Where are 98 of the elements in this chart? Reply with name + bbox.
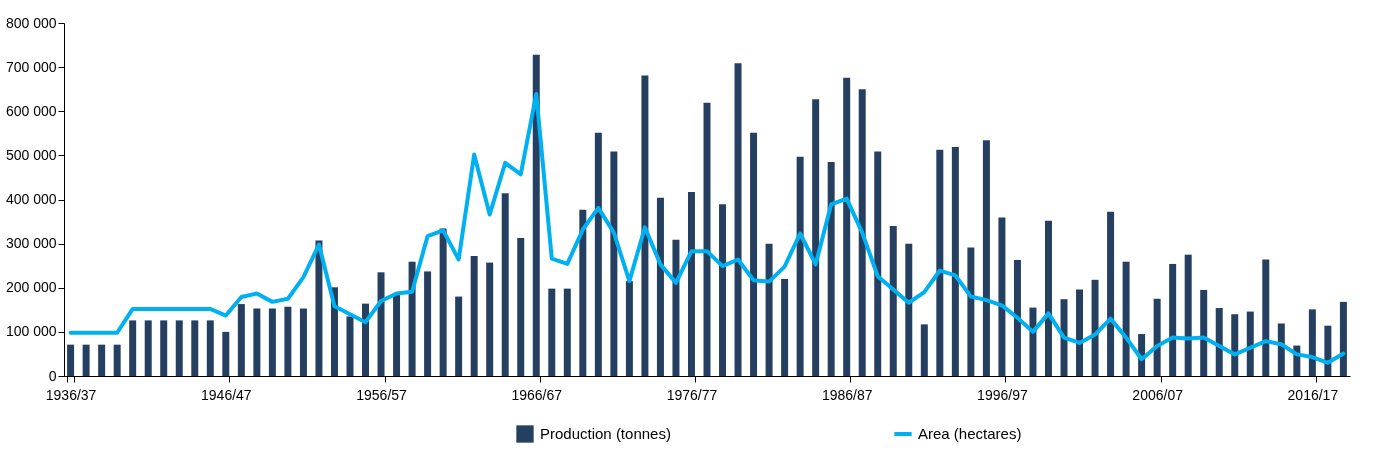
bar: [641, 75, 649, 376]
bar: [874, 151, 882, 376]
bar: [905, 243, 913, 376]
bar: [656, 197, 664, 376]
bar: [67, 344, 75, 376]
bar: [982, 140, 990, 376]
bar: [812, 99, 820, 376]
bar: [284, 306, 292, 376]
bar: [951, 146, 959, 376]
bar: [160, 320, 168, 376]
bar: [998, 217, 1006, 376]
bar: [424, 271, 432, 376]
bar: [315, 240, 323, 376]
bar: [113, 344, 121, 376]
bar: [967, 247, 975, 376]
bar: [1324, 325, 1332, 376]
bar: [781, 278, 789, 376]
x-tick-label: 1996/97: [977, 386, 1028, 403]
bar: [222, 331, 230, 376]
x-tick-label: 1986/87: [821, 386, 873, 403]
bar: [1153, 298, 1161, 376]
bar: [672, 239, 680, 376]
y-tick-label: 100 000: [5, 323, 57, 340]
bar: [750, 132, 758, 376]
bar: [486, 262, 494, 376]
bar: [1091, 279, 1099, 376]
y-tick-label: 500 000: [5, 146, 57, 163]
x-tick-label: 1946/47: [201, 386, 252, 403]
bar: [362, 303, 370, 376]
bar: [1246, 311, 1254, 376]
x-tick-label: 1936/37: [45, 386, 97, 403]
bar: [98, 344, 106, 376]
bar: [594, 132, 602, 376]
bar: [144, 320, 152, 376]
bar: [1029, 307, 1037, 376]
bar: [719, 204, 727, 376]
y-tick-label: 600 000: [5, 102, 57, 119]
bar: [625, 281, 633, 376]
bar: [1184, 254, 1192, 376]
bar: [1076, 289, 1084, 376]
bar: [548, 288, 556, 376]
bar: [206, 320, 214, 376]
bar: [936, 149, 944, 376]
bar: [687, 192, 695, 376]
y-tick-label: 200 000: [5, 279, 57, 296]
bar: [191, 320, 199, 376]
x-tick-label: 1956/57: [356, 386, 408, 403]
line-series: [68, 92, 1346, 365]
bar: [1107, 211, 1115, 376]
y-tick-label: 300 000: [5, 235, 57, 252]
bar: [129, 320, 137, 376]
bar: [1308, 309, 1316, 376]
bar: [377, 272, 385, 376]
bar: [1169, 263, 1177, 376]
y-tick-label: 0: [48, 367, 57, 384]
bar: [765, 243, 773, 376]
bar: [299, 308, 307, 376]
y-tick-label: 400 000: [5, 191, 57, 207]
bar: [734, 63, 742, 376]
bar: [268, 308, 276, 376]
bar: [1277, 323, 1285, 376]
bar: [610, 151, 618, 376]
x-tick-label: 1966/67: [511, 386, 563, 403]
bar: [455, 296, 463, 376]
bar: [532, 54, 540, 376]
x-tick-label: 2016/17: [1287, 386, 1339, 403]
bar: [1122, 261, 1130, 376]
bar: [827, 161, 835, 376]
bar: [1013, 259, 1021, 376]
legend-label: Area (hectares): [918, 425, 1022, 442]
bar: [579, 209, 587, 376]
bar: [796, 156, 804, 376]
bar: [175, 320, 183, 376]
bar: [393, 294, 401, 376]
bar: [843, 77, 851, 376]
bar: [237, 304, 245, 376]
bar: [920, 324, 928, 376]
bar: [517, 237, 525, 376]
y-tick-label: 700 000: [5, 58, 57, 75]
bar: [439, 228, 447, 376]
bar: [253, 308, 261, 376]
bar: [82, 344, 90, 376]
bar: [1215, 308, 1223, 376]
bar: [1262, 259, 1270, 376]
bar: [889, 225, 897, 376]
bar: [858, 89, 866, 376]
bar: [1044, 220, 1052, 376]
x-tick-label: 2006/07: [1132, 386, 1184, 403]
bar: [408, 261, 416, 376]
bar: [470, 255, 478, 376]
bar: [1200, 289, 1208, 376]
x-tick-label: 1976/77: [666, 386, 718, 403]
bar: [563, 288, 571, 376]
bar: [501, 193, 509, 376]
legend-label: Production (tonnes): [540, 425, 671, 442]
bar: [1339, 301, 1347, 376]
y-tick-label: 800 000: [5, 14, 57, 31]
bar: [1231, 314, 1239, 376]
